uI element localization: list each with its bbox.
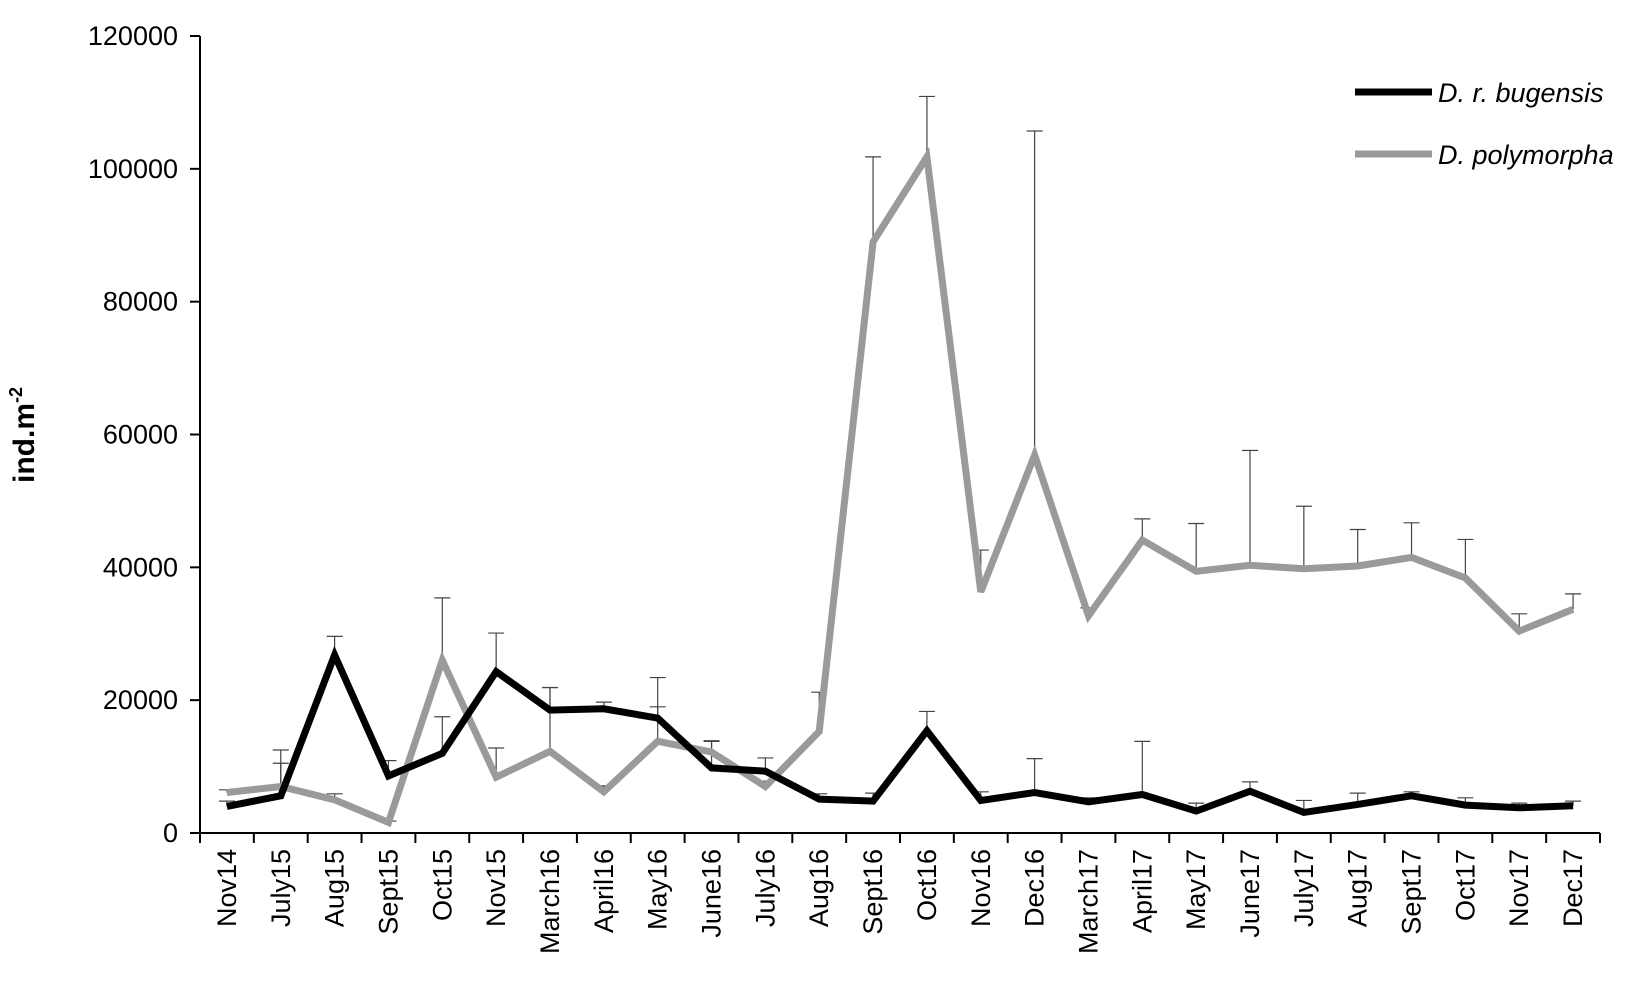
x-tick-label: Sept17 (1397, 849, 1427, 935)
series-line-1 (226, 146, 1575, 828)
x-tick-label: Nov17 (1504, 849, 1534, 927)
y-tick-label: 40000 (103, 552, 178, 582)
legend-label-0: D. r. bugensis (1438, 78, 1604, 108)
x-tick-label: Aug16 (804, 849, 834, 927)
y-tick-label: 100000 (88, 154, 178, 184)
x-tick-label: June16 (697, 849, 727, 938)
x-tick-label: July17 (1289, 849, 1319, 927)
y-axis-title: ind.m-2 (6, 387, 41, 483)
x-tick-label: May17 (1181, 849, 1211, 930)
series-line-0 (226, 645, 1574, 816)
y-tick-label: 80000 (103, 287, 178, 317)
x-tick-label: May16 (643, 849, 673, 930)
y-tick-label: 0 (163, 818, 178, 848)
x-tick-label: Oct15 (427, 849, 457, 921)
x-tick-label: July15 (266, 849, 296, 927)
x-tick-label: Aug15 (320, 849, 350, 927)
x-tick-label: April16 (589, 849, 619, 933)
x-tick-label: Nov16 (966, 849, 996, 927)
y-axis-title-superscript: -2 (6, 387, 26, 403)
x-tick-label: April17 (1127, 849, 1157, 933)
x-tick-label: March17 (1073, 849, 1103, 954)
x-tick-label: Dec16 (1020, 849, 1050, 927)
x-tick-label: Dec17 (1558, 849, 1588, 927)
x-tick-label: Sept16 (858, 849, 888, 935)
legend-label-1: D. polymorpha (1438, 140, 1614, 170)
x-tick-label: Sept15 (373, 849, 403, 935)
x-tick-label: Oct17 (1450, 849, 1480, 921)
x-tick-label: Oct16 (912, 849, 942, 921)
x-tick-label: Aug17 (1343, 849, 1373, 927)
y-tick-label: 120000 (88, 21, 178, 51)
x-tick-label: Nov15 (481, 849, 511, 927)
y-ticks: 0 20000 40000 60000 80000 100000 120000 (88, 21, 200, 848)
y-tick-label: 20000 (103, 685, 178, 715)
series-lines (226, 146, 1575, 828)
legend: D. r. bugensis D. polymorpha (1355, 78, 1614, 170)
x-ticks: Nov14 July15 Aug15 Sept15 Oct15 Nov15 March16 A… (199, 833, 1601, 954)
x-tick-label: Nov14 (212, 849, 242, 927)
y-tick-label: 60000 (103, 420, 178, 450)
x-tick-label: July16 (750, 849, 780, 927)
x-tick-label: March16 (535, 849, 565, 954)
x-tick-label: June17 (1235, 849, 1265, 938)
